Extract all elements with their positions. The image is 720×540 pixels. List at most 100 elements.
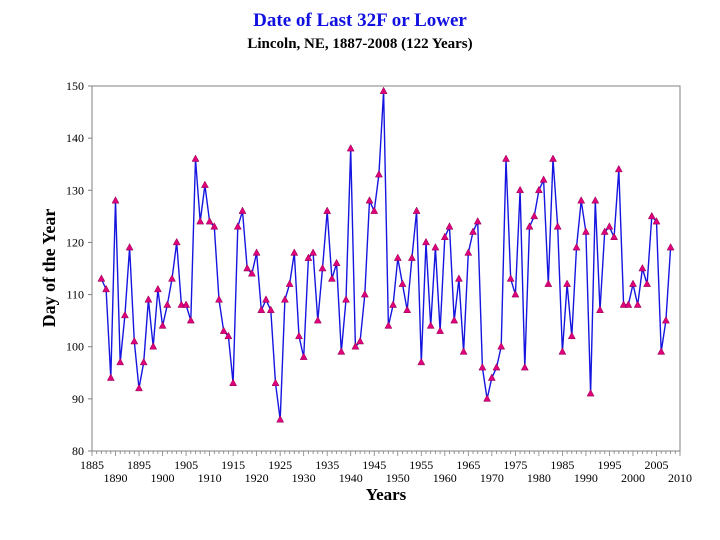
data-point-marker [483, 394, 492, 402]
data-point-marker [605, 222, 614, 230]
x-tick-label: 1920 [245, 471, 269, 485]
data-point-marker [422, 237, 430, 246]
x-tick-label: 1905 [174, 458, 198, 472]
data-point-marker [581, 227, 590, 235]
data-point-marker [356, 336, 365, 345]
y-tick-label: 130 [66, 183, 84, 197]
data-point-marker [591, 196, 600, 204]
x-tick-label: 1895 [127, 458, 151, 472]
data-point-marker [407, 253, 416, 261]
x-tick-label: 1900 [151, 471, 175, 485]
data-point-marker [492, 363, 501, 371]
data-point-marker [111, 196, 120, 204]
data-point-marker [168, 274, 176, 282]
x-tick-label: 1970 [480, 471, 504, 485]
x-tick-label: 1980 [527, 471, 551, 485]
data-point-marker [436, 326, 445, 334]
x-tick-label: 1940 [339, 471, 363, 485]
data-point-marker [257, 305, 266, 313]
data-point-marker [313, 316, 322, 324]
data-point-marker [280, 295, 289, 303]
data-point-marker [412, 206, 421, 214]
data-point-marker [497, 342, 506, 350]
data-point-marker [318, 263, 327, 272]
y-tick-label: 80 [72, 444, 84, 458]
data-point-marker [233, 222, 242, 230]
x-tick-label: 1990 [574, 471, 598, 485]
y-tick-label: 150 [66, 79, 84, 93]
data-point-marker [309, 248, 318, 256]
x-tick-label: 1965 [456, 458, 480, 472]
data-point-marker [191, 154, 200, 162]
data-point-marker [252, 248, 261, 256]
data-point-marker [398, 279, 407, 287]
x-tick-label: 2000 [621, 471, 645, 485]
data-point-marker [149, 342, 158, 350]
data-point-marker [97, 274, 106, 282]
series-line [100, 91, 672, 420]
data-point-marker [215, 295, 223, 303]
chart-subtitle: Lincoln, NE, 1887-2008 (122 Years) [247, 36, 473, 52]
data-point-marker [614, 164, 623, 173]
x-tick-label: 1985 [550, 458, 574, 472]
data-point-marker [262, 295, 270, 303]
data-point-marker [450, 316, 459, 324]
data-point-marker [389, 300, 398, 308]
data-point-marker [177, 300, 186, 308]
y-tick-label: 100 [66, 340, 84, 354]
data-point-marker [619, 300, 628, 308]
data-point-marker [130, 336, 139, 345]
data-point-marker [638, 263, 647, 272]
data-point-marker [558, 347, 567, 355]
data-point-marker [200, 180, 209, 188]
data-point-marker [567, 331, 576, 340]
x-tick-label: 1995 [597, 458, 621, 472]
data-point-marker [365, 196, 374, 204]
data-point-marker [290, 248, 299, 256]
x-tick-label: 1910 [198, 471, 222, 485]
data-point-marker [379, 86, 388, 94]
data-point-marker [139, 357, 148, 366]
data-point-marker [487, 373, 496, 381]
y-tick-label: 120 [66, 235, 84, 249]
data-point-marker [530, 211, 539, 220]
data-point-marker [196, 217, 205, 225]
data-point-marker [304, 253, 313, 261]
data-point-marker [346, 144, 355, 152]
data-point-marker [572, 243, 581, 251]
data-point-marker [295, 331, 303, 340]
data-point-marker [426, 321, 435, 329]
data-point-marker [299, 352, 308, 360]
y-tick-label: 90 [72, 392, 84, 406]
data-point-marker [332, 258, 341, 267]
plot-area [91, 85, 681, 452]
data-point-marker [652, 217, 661, 225]
data-point-marker [102, 284, 111, 293]
data-point-marker [657, 347, 666, 355]
x-axis-label: Years [366, 485, 407, 504]
data-point-marker [163, 300, 172, 308]
data-point-marker [600, 227, 609, 235]
data-point-marker [219, 326, 228, 334]
data-point-marker [417, 357, 426, 366]
data-point-marker [120, 310, 129, 319]
data-point-marker [360, 290, 369, 298]
data-point-marker [370, 206, 379, 214]
data-point-marker [384, 321, 393, 329]
data-point-marker [666, 243, 675, 251]
data-point-marker [549, 154, 557, 162]
data-point-marker [247, 269, 256, 277]
data-point-marker [210, 222, 219, 230]
data-point-marker [342, 295, 350, 303]
data-point-marker [469, 227, 477, 235]
data-point-marker [238, 206, 247, 214]
data-point-marker [661, 316, 670, 324]
chart-title: Date of Last 32F or Lower [253, 10, 467, 31]
data-point-marker [525, 222, 534, 230]
data-point-marker [323, 206, 332, 214]
data-point-marker [243, 263, 252, 272]
data-point-marker [158, 321, 167, 329]
data-point-marker [116, 357, 125, 366]
x-tick-label: 1915 [221, 458, 245, 472]
data-point-marker [445, 222, 454, 230]
